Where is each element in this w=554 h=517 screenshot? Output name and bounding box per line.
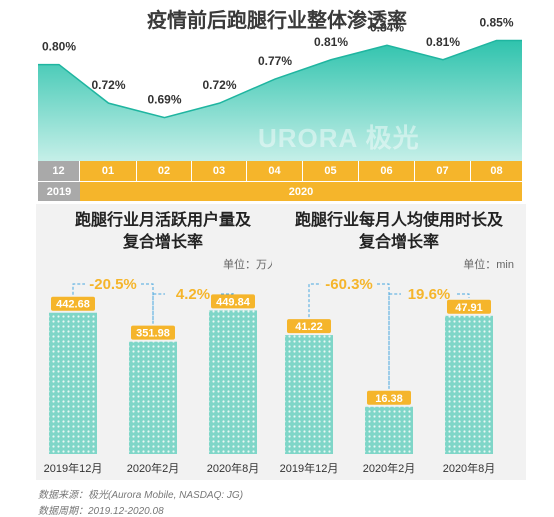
data-label: 0.72% <box>202 78 236 92</box>
year-axis: 2019 2020 <box>38 181 522 201</box>
value-label: 41.22 <box>295 321 323 333</box>
value-label-box <box>447 299 491 314</box>
mau-panel: 跑腿行业月活跃用户量及 复合增长率 单位：万人 442.68 2019年12月 35… <box>36 204 290 480</box>
data-label: 0.85% <box>479 15 513 29</box>
duration-unit-label: 单位：min <box>463 259 514 271</box>
month-cell: 03 <box>192 161 247 181</box>
value-label: 351.98 <box>136 328 170 340</box>
month-cell: 01 <box>80 161 137 181</box>
bar <box>445 315 493 454</box>
value-label: 442.68 <box>56 299 90 311</box>
value-label-box <box>287 319 331 334</box>
mau-title-line2: 复合增长率 <box>122 234 203 251</box>
data-label: 0.72% <box>91 78 125 92</box>
growth-label: -20.5% <box>89 276 137 293</box>
duration-bar-chart: 41.22 2019年12月 16.38 2020年2月 47.91 2020年8月 -60… <box>280 276 496 475</box>
data-label: 0.81% <box>314 35 348 49</box>
value-label: 16.38 <box>375 393 403 405</box>
year-cell: 2020 <box>80 181 522 201</box>
value-label-box <box>367 390 411 405</box>
data-source: 数据来源：极光(Aurora Mobile, NASDAQ: JG) <box>38 490 244 501</box>
year-cell: 2019 <box>38 181 80 201</box>
value-label: 449.84 <box>216 296 251 308</box>
penetration-area-chart: 0.80% 0.72% 0.69% 0.72% 0.77% 0.81% 0.84% 0.81%… <box>38 15 522 161</box>
growth-connector <box>308 283 390 389</box>
month-cell: 05 <box>303 161 359 181</box>
month-cell: 06 <box>359 161 415 181</box>
value-label-box <box>211 294 255 309</box>
category-label: 2020年8月 <box>443 461 496 475</box>
data-label: 0.69% <box>147 93 181 107</box>
growth-connector <box>72 283 154 324</box>
value-label-box <box>131 325 175 340</box>
category-label: 2019年12月 <box>280 461 339 475</box>
mau-title-line1: 跑腿行业月活跃用户量及 <box>74 212 251 229</box>
bar <box>129 341 177 454</box>
value-label: 47.91 <box>455 302 483 314</box>
data-period: 数据周期：2019.12-2020.08 <box>38 506 164 517</box>
penetration-line <box>38 39 522 119</box>
month-cell: 12 <box>38 161 80 181</box>
bar <box>365 406 413 454</box>
category-label: 2020年8月 <box>207 461 260 475</box>
growth-label: 4.2% <box>176 286 210 303</box>
aurora-watermark: URORA 极光 <box>258 123 420 153</box>
data-label: 0.84% <box>370 20 404 34</box>
bar <box>285 335 333 454</box>
penetration-area <box>38 40 522 161</box>
month-axis: 12 01 02 03 04 05 06 07 08 <box>38 161 522 181</box>
growth-label: -60.3% <box>325 276 373 293</box>
bar <box>49 312 97 454</box>
month-cell: 04 <box>247 161 303 181</box>
growth-connector <box>152 292 234 324</box>
data-label: 0.81% <box>426 35 460 49</box>
duration-panel-title: 跑腿行业每月人均使用时长及 复合增长率 <box>272 210 526 254</box>
category-label: 2020年2月 <box>127 461 180 475</box>
mau-panel-title: 跑腿行业月活跃用户量及 复合增长率 <box>36 210 290 254</box>
month-cell: 07 <box>415 161 471 181</box>
chart-title: 疫情前后跑腿行业整体渗透率 <box>147 10 407 32</box>
data-label: 0.80% <box>42 40 76 54</box>
duration-panel: 跑腿行业每月人均使用时长及 复合增长率 单位：min 41.22 2019年12月… <box>272 204 526 480</box>
duration-title-line2: 复合增长率 <box>358 234 439 251</box>
growth-connector <box>388 293 470 389</box>
mau-unit-label: 单位：万人 <box>223 259 278 271</box>
duration-title-line1: 跑腿行业每月人均使用时长及 <box>294 212 503 229</box>
data-label: 0.77% <box>258 54 292 68</box>
month-cell: 02 <box>137 161 192 181</box>
category-label: 2020年2月 <box>363 461 416 475</box>
value-label-box <box>51 296 95 311</box>
mau-bar-chart: 442.68 2019年12月 351.98 2020年2月 449.84 2020年8月… <box>44 276 260 475</box>
month-cell: 08 <box>471 161 522 181</box>
bar <box>209 310 257 454</box>
growth-label: 19.6% <box>408 286 451 303</box>
category-label: 2019年12月 <box>44 461 103 475</box>
